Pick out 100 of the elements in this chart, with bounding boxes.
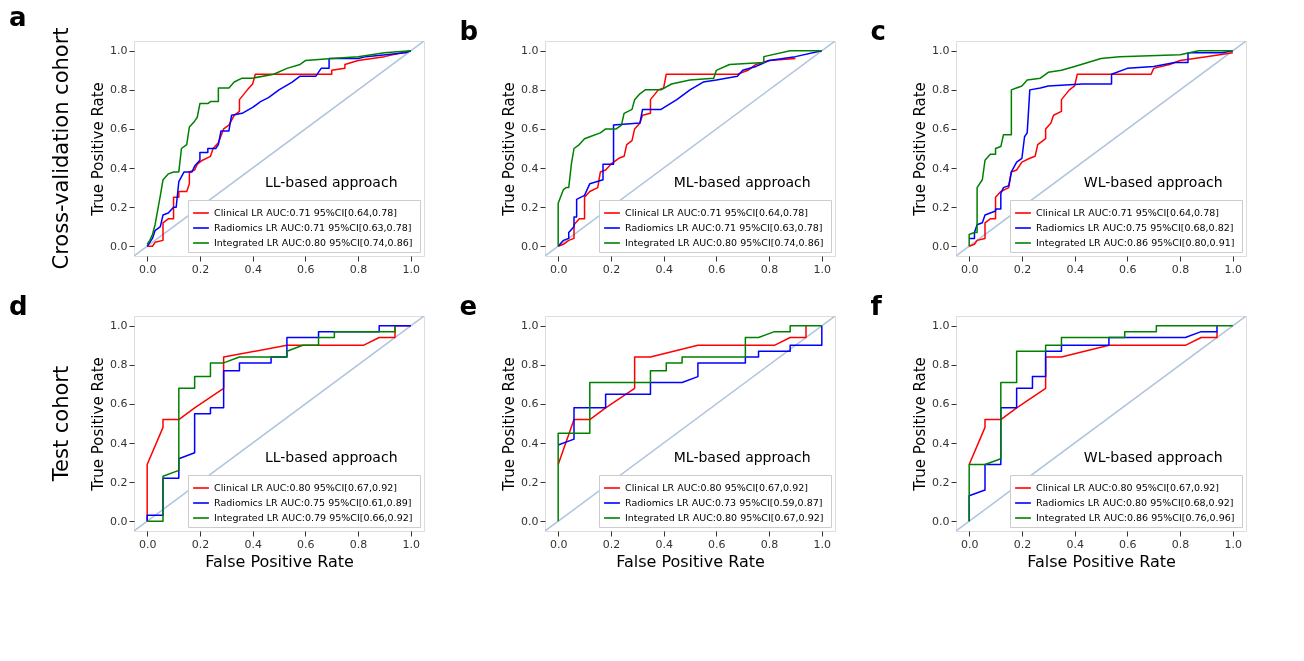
x-tick-label: 0.2 [191,262,210,276]
x-tick-label: 0.2 [191,537,210,551]
x-tick-label: 0.8 [349,537,368,551]
x-tick-label: 0.6 [297,262,315,276]
y-tick-label: 0.8 [110,358,128,372]
annotation: LL-based approach [264,448,398,465]
y-tick-label: 0.2 [521,200,539,214]
y-tick-label: 0.0 [521,239,539,253]
y-tick-label: 0.4 [110,436,128,450]
y-tick-label: 1.0 [521,319,539,333]
y-tick-label: 1.0 [110,319,128,333]
y-tick-label: 0.2 [932,200,950,214]
chart-title: f [870,291,883,321]
y-tick-label: 0.4 [932,436,950,450]
x-tick-label: 0.6 [297,537,315,551]
annotation: ML-based approach [673,173,811,190]
annotation: WL-based approach [1083,448,1223,465]
y-tick-label: 0.8 [110,83,128,97]
legend-label: Integrated LR AUC:0.80 95%CI[0.67,0.92] [625,512,824,523]
legend-label: Integrated LR AUC:0.86 95%CI[0.80,0.91] [1036,237,1235,248]
legend-label: Clinical LR AUC:0.71 95%CI[0.64,0.78] [625,207,808,218]
y-axis-title: True Positive Rate [911,82,930,217]
y-tick-label: 0.4 [110,161,128,175]
x-tick-label: 0.4 [1066,537,1084,551]
x-tick-label: 0.6 [1119,537,1137,551]
line-series [557,325,823,522]
x-axis-title: False Positive Rate [616,551,765,571]
y-tick-label: 0.4 [521,161,539,175]
y-axis-title: True Positive Rate [500,82,519,217]
x-tick-label: 0.4 [655,262,673,276]
x-tick-label: 0.4 [1066,262,1084,276]
chart-title: b [459,16,479,46]
text: Cross-validation cohort [49,27,73,270]
x-tick-label: 0.8 [760,262,779,276]
legend-label: Integrated LR AUC:0.79 95%CI[0.66,0.92] [214,512,413,523]
legend-label: Clinical LR AUC:0.80 95%CI[0.67,0.92] [1036,482,1219,493]
x-tick-label: 0.8 [1171,262,1190,276]
x-tick-label: 0.2 [1013,537,1032,551]
x-tick-label: 0.8 [1171,537,1190,551]
y-tick-label: 0.0 [110,239,128,253]
x-tick-label: 1.0 [1224,262,1243,276]
x-tick-label: 0.2 [1013,262,1032,276]
y-tick-label: 1.0 [521,44,539,58]
legend-label: Radiomics LR AUC:0.71 95%CI[0.63,0.78] [214,222,412,233]
y-tick-label: 0.6 [110,122,128,136]
x-axis-title: False Positive Rate [1027,551,1176,571]
x-tick-label: 1.0 [402,262,421,276]
annotation: ML-based approach [673,448,811,465]
legend-label: Integrated LR AUC:0.86 95%CI[0.76,0.96] [1036,512,1235,523]
y-tick-label: 0.0 [110,514,128,528]
y-tick-label: 0.0 [521,514,539,528]
legend-label: Radiomics LR AUC:0.80 95%CI[0.68,0.92] [1036,497,1234,508]
y-tick-label: 0.8 [932,83,950,97]
legend-label: Radiomics LR AUC:0.73 95%CI[0.59,0.87] [625,497,823,508]
x-tick-label: 0.0 [960,537,979,551]
x-tick-label: 0.4 [244,262,262,276]
chart-title: a [9,2,27,33]
x-tick-label: 0.0 [138,262,157,276]
y-tick-label: 0.8 [521,358,539,372]
x-tick-label: 0.0 [549,262,568,276]
y-axis-title: True Positive Rate [89,357,108,492]
x-tick-label: 0.0 [138,537,157,551]
legend-label: Radiomics LR AUC:0.75 95%CI[0.68,0.82] [1036,222,1234,233]
x-tick-label: 0.0 [960,262,979,276]
y-tick-label: 0.8 [932,358,950,372]
x-tick-label: 0.6 [1119,262,1137,276]
x-tick-label: 0.0 [549,537,568,551]
y-tick-label: 0.6 [932,122,950,136]
legend-label: Integrated LR AUC:0.80 95%CI[0.74,0.86] [625,237,824,248]
x-tick-label: 0.4 [244,537,262,551]
x-tick-label: 0.8 [349,262,368,276]
legend-label: Clinical LR AUC:0.71 95%CI[0.64,0.78] [1036,207,1219,218]
y-tick-label: 0.4 [932,161,950,175]
y-tick-label: 0.6 [110,397,128,411]
y-tick-label: 0.0 [932,514,950,528]
line-series [557,325,823,446]
x-tick-label: 0.2 [602,262,621,276]
x-tick-label: 0.6 [708,262,726,276]
y-tick-label: 0.6 [521,122,539,136]
chart-title: d [9,291,28,321]
legend-label: Clinical LR AUC:0.80 95%CI[0.67,0.92] [625,482,808,493]
y-axis-title: True Positive Rate [911,357,930,492]
legend-label: Integrated LR AUC:0.80 95%CI[0.74,0.86] [214,237,413,248]
y-axis-title: True Positive Rate [89,82,108,217]
y-tick-label: 1.0 [110,44,128,58]
legend-label: Clinical LR AUC:0.80 95%CI[0.67,0.92] [214,482,397,493]
legend-label: Radiomics LR AUC:0.75 95%CI[0.61,0.89] [214,497,412,508]
y-tick-label: 0.2 [521,475,539,489]
x-axis-title: False Positive Rate [205,551,354,571]
x-tick-label: 0.8 [760,537,779,551]
x-tick-label: 1.0 [1224,537,1243,551]
legend-label: Radiomics LR AUC:0.71 95%CI[0.63,0.78] [625,222,823,233]
y-tick-label: 0.2 [110,200,128,214]
x-tick-label: 1.0 [813,262,832,276]
y-tick-label: 1.0 [932,319,950,333]
x-tick-label: 0.4 [655,537,673,551]
chart-title: c [870,16,886,46]
x-tick-label: 1.0 [813,537,832,551]
x-tick-label: 0.2 [602,537,621,551]
y-axis-title: True Positive Rate [500,357,519,492]
